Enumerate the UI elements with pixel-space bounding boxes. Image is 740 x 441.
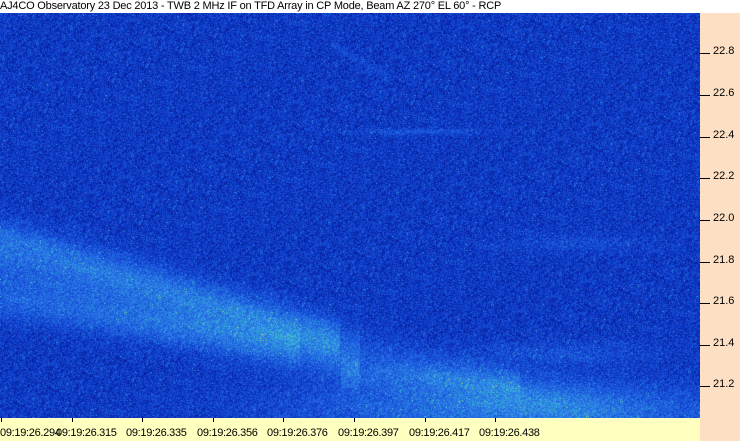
x-tick-label: 09:19:26.397 bbox=[338, 427, 399, 439]
x-tick-label: 09:19:26.356 bbox=[197, 427, 258, 439]
y-tick bbox=[700, 137, 710, 138]
y-tick bbox=[700, 345, 710, 346]
y-tick-label: 22.0 bbox=[713, 212, 735, 224]
y-tick bbox=[700, 178, 710, 179]
x-tick-label: 09:19:26.438 bbox=[479, 427, 540, 439]
y-tick-label: 21.4 bbox=[713, 337, 735, 349]
spectrogram-heatmap bbox=[0, 13, 700, 418]
chart-title: AJ4CO Observatory 23 Dec 2013 - TWB 2 MH… bbox=[0, 0, 740, 13]
x-tick bbox=[142, 418, 143, 422]
y-tick-label: 21.8 bbox=[713, 254, 735, 266]
x-tick-label: 09:19:26.376 bbox=[267, 427, 328, 439]
y-tick bbox=[700, 386, 710, 387]
y-tick-label: 22.6 bbox=[713, 87, 735, 99]
x-tick bbox=[425, 418, 426, 422]
y-tick bbox=[700, 53, 710, 54]
x-tick-label: 09:19:26.417 bbox=[409, 427, 470, 439]
y-tick-label: 22.8 bbox=[713, 45, 735, 57]
y-axis: 22.8 22.6 22.4 22.2 22.0 21.8 21.6 21.4 21.2 bbox=[700, 13, 740, 418]
y-tick-label: 22.4 bbox=[713, 129, 735, 141]
x-tick bbox=[495, 418, 496, 422]
y-tick bbox=[700, 303, 710, 304]
x-tick bbox=[354, 418, 355, 422]
x-tick-label: 09:19:26.315 bbox=[56, 427, 117, 439]
x-tick-label: 09:19:26.335 bbox=[126, 427, 187, 439]
y-tick bbox=[700, 262, 710, 263]
x-tick bbox=[213, 418, 214, 422]
y-tick-label: 21.6 bbox=[713, 295, 735, 307]
y-tick-label: 21.2 bbox=[713, 378, 735, 390]
x-tick bbox=[1, 418, 2, 422]
y-tick-label: 22.2 bbox=[713, 170, 735, 182]
y-tick bbox=[700, 220, 710, 221]
y-tick bbox=[700, 95, 710, 96]
axis-corner bbox=[700, 418, 740, 441]
x-tick-label: 09:19:26.294 bbox=[0, 427, 61, 439]
x-tick bbox=[72, 418, 73, 422]
x-tick bbox=[283, 418, 284, 422]
x-axis: 09:19:26.294 09:19:26.315 09:19:26.335 09:1… bbox=[0, 418, 740, 441]
